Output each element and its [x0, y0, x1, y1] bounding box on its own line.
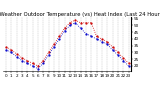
Title: Milwaukee Weather Outdoor Temperature (vs) Heat Index (Last 24 Hours): Milwaukee Weather Outdoor Temperature (v… — [0, 12, 160, 17]
